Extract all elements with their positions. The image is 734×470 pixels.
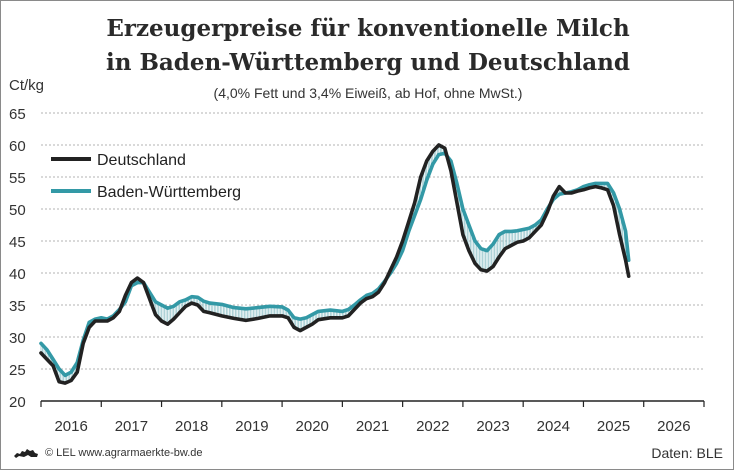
y-tick-label: 35 [9, 298, 26, 315]
legend-entry: Deutschland [97, 152, 186, 169]
x-tick-label: 2018 [175, 418, 208, 435]
chart-subtitle: (4,0% Fett und 3,4% Eiweiß, ab Hof, ohne… [213, 85, 523, 101]
y-axis-label: Ct/kg [9, 77, 45, 94]
series-lines [39, 143, 631, 385]
gridlines [41, 112, 704, 370]
footer-source-text: © LEL www.agrarmaerkte-bw.de [45, 447, 203, 459]
footer-data-source: Daten: BLE [651, 445, 723, 461]
baden-wuerttemberg-lion-logo-icon [14, 449, 38, 458]
x-tick-label: 2016 [54, 418, 87, 435]
y-tick-label: 65 [9, 106, 26, 123]
x-tick-label: 2022 [416, 418, 449, 435]
y-tick-label: 25 [9, 362, 26, 379]
legend: Deutschland Baden-Württemberg [51, 152, 241, 201]
series-line-deutschland [39, 143, 631, 385]
x-tick-label: 2020 [296, 418, 329, 435]
y-tick-label: 40 [9, 266, 26, 283]
x-tick-label: 2017 [115, 418, 148, 435]
x-tick-label: 2019 [235, 418, 268, 435]
footer-source: © LEL www.agrarmaerkte-bw.de [13, 447, 203, 459]
x-tick-label: 2026 [657, 418, 690, 435]
y-tick-label: 55 [9, 170, 26, 187]
legend-entry: Baden-Württemberg [97, 184, 241, 201]
y-tick-label: 45 [9, 234, 26, 251]
x-tick-label: 2021 [356, 418, 389, 435]
x-tick-label: 2025 [597, 418, 630, 435]
x-axis: 2016 2017 2018 2019 2020 2021 2022 2023 2024 2025… [40, 400, 705, 435]
y-tick-label: 50 [9, 202, 26, 219]
difference-hatch [40, 145, 628, 384]
x-tick-label: 2023 [476, 418, 509, 435]
y-tick-label: 30 [9, 330, 26, 347]
chart-title-line2: in Baden-Württemberg und Deutschland [106, 49, 630, 76]
y-tick-labels: 20 25 30 35 40 45 50 55 60 65 [9, 106, 26, 411]
y-tick-label: 20 [9, 394, 26, 411]
x-tick-label: 2024 [537, 418, 570, 435]
y-tick-label: 60 [9, 138, 26, 155]
chart-title: Erzeugerpreise für konventionelle Milch [106, 15, 630, 42]
